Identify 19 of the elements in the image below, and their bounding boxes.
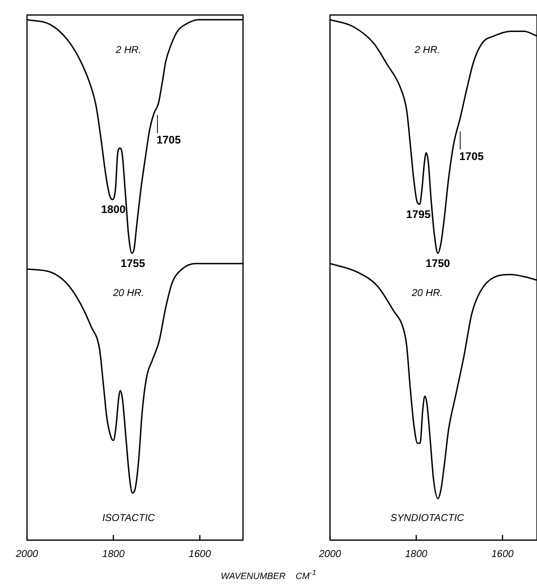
annotation: 1705 <box>156 134 181 147</box>
annotation: 2 HR. <box>114 44 142 56</box>
x-tick-label: 2000 <box>318 548 342 560</box>
x-axis-title: WAVENUMBER CM$^{-1}$ <box>220 568 318 581</box>
annotation: 1795 <box>406 208 431 221</box>
annotation: ISOTACTIC <box>102 512 156 524</box>
x-tick-label: 1800 <box>405 548 428 560</box>
x-tick-label: 1600 <box>188 548 212 560</box>
annotation: 1705 <box>459 151 484 164</box>
annotation: 1755 <box>120 258 146 270</box>
x-tick-label: 1800 <box>102 548 125 560</box>
annotation: 20 HR. <box>112 288 144 299</box>
annotation: 2 HR. <box>414 44 440 56</box>
annotation: 1800 <box>101 204 126 216</box>
annotation: SYNDIOTACTIC <box>390 512 465 524</box>
x-tick-label: 2000 <box>14 548 39 560</box>
x-tick-label: 1600 <box>491 548 514 560</box>
annotation: 20 HR. <box>410 288 443 299</box>
annotation: 1750 <box>426 258 450 270</box>
